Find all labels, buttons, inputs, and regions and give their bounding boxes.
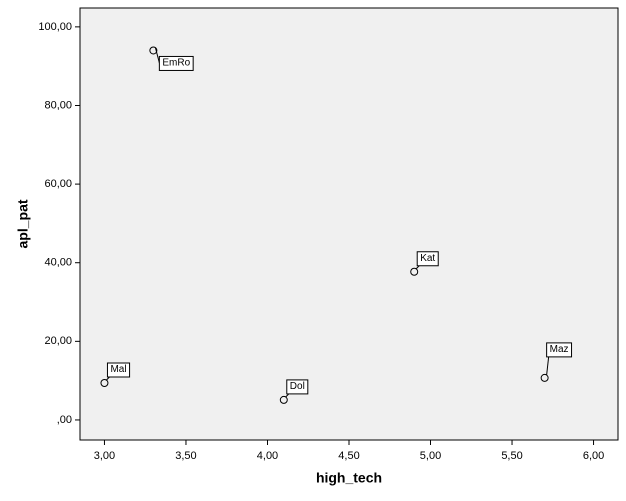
point-label-box: [158, 55, 194, 71]
y-tick-label: 80,00: [44, 99, 72, 111]
y-tick-label: 20,00: [44, 335, 72, 347]
point-label-box: [546, 342, 573, 358]
point-label: Kat: [420, 253, 435, 264]
x-tick-label: 3,50: [175, 450, 196, 462]
x-tick-label: 3,00: [94, 450, 115, 462]
x-tick-label: 4,50: [338, 450, 359, 462]
y-tick-label: 100,00: [38, 21, 72, 33]
y-axis-title: apl_pat: [15, 199, 31, 248]
point-label: Dol: [290, 381, 305, 392]
x-axis-title: high_tech: [316, 470, 382, 486]
x-tick-label: 5,00: [420, 450, 441, 462]
point: [410, 267, 419, 276]
point-label-box: [106, 362, 131, 378]
x-tick-label: 6,00: [583, 450, 604, 462]
point-label: EmRo: [162, 58, 190, 69]
point-label-box: [416, 251, 439, 267]
point-label-box: [286, 379, 309, 395]
point-label: Maz: [550, 344, 569, 355]
point: [279, 395, 288, 404]
point: [149, 46, 158, 55]
y-tick-label: 40,00: [44, 257, 72, 269]
x-tick-label: 4,00: [257, 450, 278, 462]
label-leader: [546, 356, 550, 375]
label-leader: [415, 265, 420, 270]
y-tick-label: 60,00: [44, 178, 72, 190]
y-tick-label: ,00: [57, 414, 72, 426]
x-tick-label: 5,50: [501, 450, 522, 462]
point: [540, 373, 549, 382]
plot-area: [79, 7, 619, 441]
point: [100, 379, 109, 388]
point-label: Mal: [110, 364, 126, 375]
